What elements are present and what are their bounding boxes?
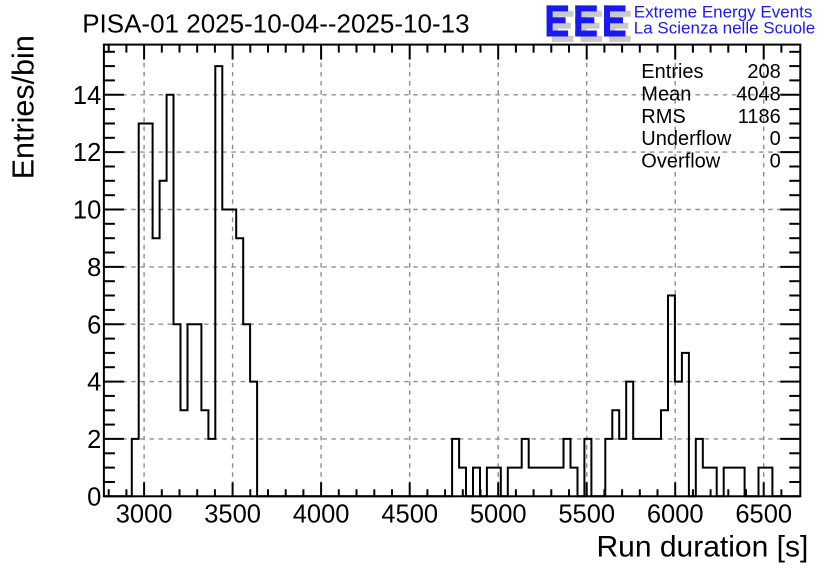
svg-text:0: 0 — [87, 483, 101, 511]
svg-text:3000: 3000 — [116, 500, 173, 528]
svg-text:Overflow: Overflow — [641, 151, 720, 173]
svg-text:6000: 6000 — [647, 500, 704, 528]
svg-text:4500: 4500 — [381, 500, 438, 528]
svg-text:RMS: RMS — [641, 106, 685, 128]
svg-text:4048: 4048 — [736, 83, 781, 105]
svg-text:0: 0 — [770, 151, 781, 173]
svg-text:Run duration [s]: Run duration [s] — [597, 530, 809, 563]
svg-text:4000: 4000 — [293, 500, 350, 528]
svg-text:5500: 5500 — [558, 500, 615, 528]
svg-text:12: 12 — [73, 139, 101, 167]
svg-text:14: 14 — [73, 82, 101, 110]
svg-text:6: 6 — [87, 311, 101, 339]
svg-text:10: 10 — [73, 197, 101, 225]
svg-text:208: 208 — [747, 61, 780, 83]
svg-text:Mean: Mean — [641, 83, 691, 105]
svg-text:6500: 6500 — [735, 500, 792, 528]
svg-text:Entries/bin: Entries/bin — [7, 35, 41, 179]
svg-text:Extreme Energy Events: Extreme Energy Events — [634, 3, 813, 22]
svg-text:1186: 1186 — [738, 106, 781, 128]
svg-text:3500: 3500 — [204, 500, 261, 528]
svg-text:Entries: Entries — [641, 61, 703, 83]
svg-text:5000: 5000 — [470, 500, 527, 528]
svg-text:8: 8 — [87, 254, 101, 282]
svg-text:Underflow: Underflow — [641, 128, 732, 150]
svg-text:2: 2 — [87, 426, 101, 454]
svg-text:La Scienza nelle Scuole: La Scienza nelle Scuole — [634, 19, 815, 38]
svg-text:4: 4 — [87, 369, 101, 397]
svg-text:0: 0 — [770, 128, 781, 150]
svg-text:PISA-01 2025-10-04--2025-10-13: PISA-01 2025-10-04--2025-10-13 — [82, 9, 469, 39]
